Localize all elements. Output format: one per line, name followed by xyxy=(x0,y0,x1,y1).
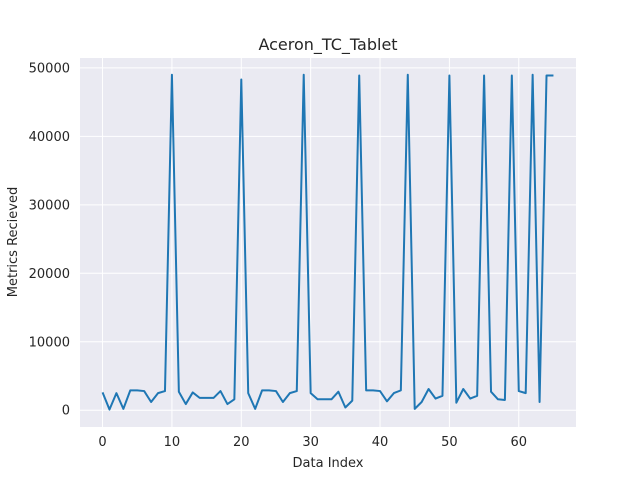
y-tick-labels: 0 10000 20000 30000 40000 50000 xyxy=(29,61,70,418)
x-tick-label: 10 xyxy=(164,435,181,450)
x-axis-label: Data Index xyxy=(293,456,364,471)
series-layer xyxy=(101,73,554,411)
y-tick-label: 30000 xyxy=(29,198,70,213)
plot-background xyxy=(80,58,576,427)
y-tick-label: 10000 xyxy=(29,335,70,350)
y-tick-label: 50000 xyxy=(29,61,70,76)
x-tick-label: 40 xyxy=(372,435,389,450)
y-tick-label: 0 xyxy=(62,404,70,419)
series-line xyxy=(101,73,554,411)
y-tick-label: 40000 xyxy=(29,130,70,145)
chart-title: Aceron_TC_Tablet xyxy=(258,35,397,55)
x-tick-labels: 0 10 20 30 40 50 60 xyxy=(98,435,527,450)
x-tick-label: 60 xyxy=(510,435,527,450)
x-tick-label: 20 xyxy=(233,435,250,450)
y-axis-label: Metrics Recieved xyxy=(6,187,21,297)
x-tick-label: 50 xyxy=(441,435,458,450)
y-tick-label: 20000 xyxy=(29,267,70,282)
x-tick-label: 0 xyxy=(98,435,106,450)
x-tick-label: 30 xyxy=(302,435,319,450)
